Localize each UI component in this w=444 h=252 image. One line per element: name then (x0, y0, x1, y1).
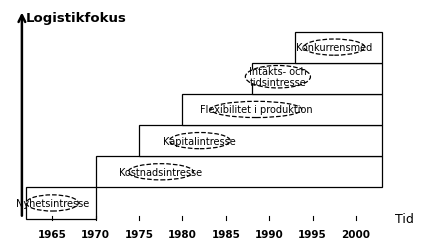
Bar (295, 33, 382, 64)
Ellipse shape (128, 164, 193, 180)
Bar (95, 156, 382, 187)
Text: Konkurrensmed: Konkurrensmed (296, 43, 373, 53)
Text: Intäkts- och
tidsintresse: Intäkts- och tidsintresse (249, 67, 307, 88)
Text: Tid: Tid (395, 212, 414, 225)
Text: Nyhetsintresse: Nyhetsintresse (16, 198, 89, 208)
Text: Flexibilitet i produktion: Flexibilitet i produktion (200, 105, 313, 115)
Ellipse shape (304, 40, 365, 56)
Bar (252, 64, 382, 94)
Ellipse shape (170, 133, 230, 149)
Ellipse shape (26, 195, 78, 211)
Ellipse shape (210, 102, 302, 118)
Bar (26, 187, 95, 219)
Text: Kostnadsintresse: Kostnadsintresse (119, 167, 202, 177)
Text: Kapitalintresse: Kapitalintresse (163, 136, 236, 146)
Text: Logistikfokus: Logistikfokus (26, 12, 127, 25)
Bar (182, 94, 382, 125)
Ellipse shape (246, 66, 310, 89)
Bar (139, 125, 382, 156)
